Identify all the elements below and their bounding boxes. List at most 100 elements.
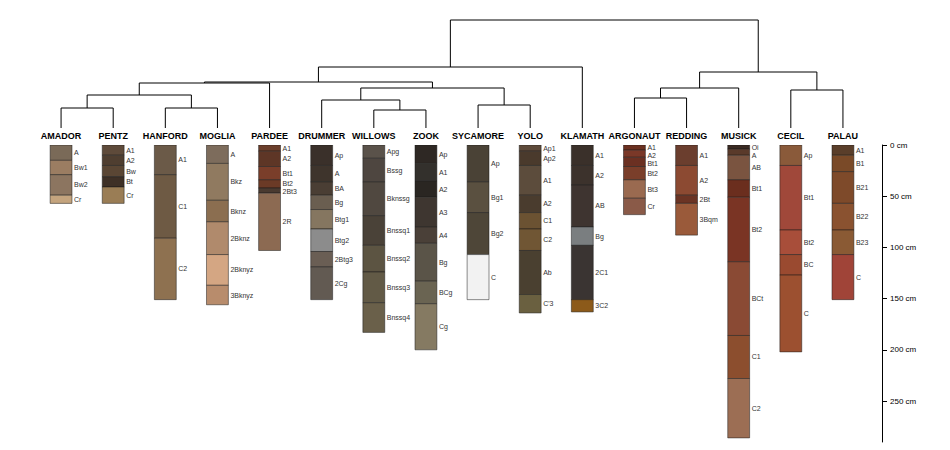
svg-text:AB: AB [752,164,762,171]
svg-text:BCg: BCg [439,289,453,297]
svg-text:Btg1: Btg1 [335,216,350,224]
svg-text:A1: A1 [178,156,187,163]
svg-text:100 cm: 100 cm [890,243,917,252]
svg-text:Bg: Bg [335,199,344,207]
svg-text:Bnssq1: Bnssq1 [387,227,410,235]
svg-text:A2: A2 [700,177,709,184]
svg-text:B21: B21 [856,184,869,191]
svg-text:Bknz: Bknz [230,208,246,215]
svg-text:A1: A1 [647,144,656,151]
svg-text:Ap2: Ap2 [543,155,556,163]
svg-text:2Bknz: 2Bknz [230,235,250,242]
svg-text:0 cm: 0 cm [890,141,908,150]
svg-text:200 cm: 200 cm [890,345,917,354]
svg-text:A2: A2 [439,186,448,193]
svg-text:B22: B22 [856,213,869,220]
svg-text:2Bt: 2Bt [700,196,711,203]
svg-text:50 cm: 50 cm [890,192,912,201]
svg-text:A: A [230,151,235,158]
svg-text:Bt3: Bt3 [647,186,658,193]
svg-text:CECIL: CECIL [777,131,805,141]
svg-text:WILLOWS: WILLOWS [352,131,396,141]
svg-text:Ap: Ap [335,152,344,160]
svg-text:AMADOR: AMADOR [41,131,82,141]
svg-text:150 cm: 150 cm [890,294,917,303]
svg-text:C: C [856,274,861,281]
svg-text:C1: C1 [543,217,552,224]
svg-text:PENTZ: PENTZ [98,131,128,141]
svg-text:Bnssq4: Bnssq4 [387,314,410,322]
svg-text:A1: A1 [126,147,135,154]
svg-text:Bg1: Bg1 [491,194,504,202]
svg-text:A2: A2 [647,152,656,159]
svg-text:Bw: Bw [126,168,137,175]
svg-text:Bnssq3: Bnssq3 [387,284,410,292]
svg-text:Apg: Apg [387,148,400,156]
svg-text:ARGONAUT: ARGONAUT [608,131,660,141]
svg-text:C2: C2 [752,405,761,412]
svg-text:A2: A2 [283,155,292,162]
svg-text:2Bt3: 2Bt3 [283,188,298,195]
svg-text:2Cg: 2Cg [335,280,348,288]
svg-text:A4: A4 [439,232,448,239]
svg-text:Bnssq2: Bnssq2 [387,255,410,263]
svg-text:Bt1: Bt1 [647,160,658,167]
svg-text:Bt1: Bt1 [804,194,815,201]
svg-text:2C1: 2C1 [595,269,608,276]
svg-text:HANFORD: HANFORD [143,131,188,141]
svg-text:Ap: Ap [439,151,448,159]
svg-text:Oi: Oi [752,144,759,151]
svg-text:3Bknyz: 3Bknyz [230,292,253,300]
svg-text:BCt: BCt [752,295,764,302]
svg-text:Cr: Cr [74,196,82,203]
svg-text:A1: A1 [856,147,865,154]
svg-text:Bg: Bg [439,259,448,267]
svg-text:C: C [804,310,809,317]
svg-text:Bt1: Bt1 [283,170,294,177]
svg-text:Bg2: Bg2 [491,230,504,238]
svg-text:SYCAMORE: SYCAMORE [452,131,504,141]
svg-text:A1: A1 [543,177,552,184]
svg-text:MUSICK: MUSICK [721,131,757,141]
svg-text:KLAMATH: KLAMATH [560,131,604,141]
svg-text:A2: A2 [543,200,552,207]
svg-text:A3: A3 [439,209,448,216]
svg-text:B1: B1 [856,160,865,167]
svg-text:C2: C2 [178,265,187,272]
svg-text:Cg: Cg [439,323,448,331]
svg-text:PALAU: PALAU [828,131,858,141]
svg-text:DRUMMER: DRUMMER [298,131,345,141]
svg-text:A2: A2 [595,172,604,179]
svg-text:MOGLIA: MOGLIA [199,131,235,141]
svg-text:3Bqm: 3Bqm [700,216,718,224]
svg-text:A: A [335,170,340,177]
svg-text:2R: 2R [283,218,292,225]
svg-text:BA: BA [335,185,345,192]
svg-text:A1: A1 [595,152,604,159]
svg-text:Cr: Cr [647,203,655,210]
svg-text:250 cm: 250 cm [890,397,917,406]
svg-text:A1: A1 [439,169,448,176]
svg-text:B23: B23 [856,239,869,246]
svg-text:Bw2: Bw2 [74,181,88,188]
svg-text:Bssg: Bssg [387,167,403,175]
svg-text:ZOOK: ZOOK [413,131,439,141]
svg-text:AB: AB [595,202,605,209]
svg-text:Bg: Bg [595,233,604,241]
svg-text:Bt2: Bt2 [804,239,815,246]
svg-text:Bw1: Bw1 [74,164,88,171]
svg-text:C1: C1 [178,203,187,210]
svg-text:Ab: Ab [543,269,552,276]
svg-text:PARDEE: PARDEE [251,131,288,141]
svg-text:2Bknyz: 2Bknyz [230,266,253,274]
svg-text:2Btg3: 2Btg3 [335,256,353,264]
svg-text:BC: BC [804,261,814,268]
svg-text:C2: C2 [543,236,552,243]
svg-text:Ap1: Ap1 [543,145,556,153]
svg-text:A: A [74,149,79,156]
svg-text:Btg2: Btg2 [335,237,350,245]
svg-text:Bt2: Bt2 [752,226,763,233]
svg-text:A: A [752,152,757,159]
svg-text:C1: C1 [752,353,761,360]
svg-text:Bknssg: Bknssg [387,195,410,203]
